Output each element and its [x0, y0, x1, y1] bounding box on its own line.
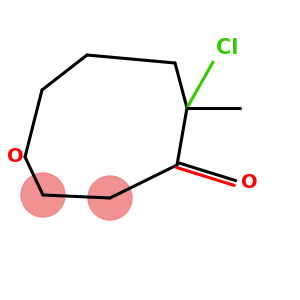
- Text: O: O: [7, 148, 23, 166]
- Text: Cl: Cl: [216, 38, 238, 58]
- Circle shape: [88, 176, 132, 220]
- Text: O: O: [241, 173, 257, 193]
- Circle shape: [21, 173, 65, 217]
